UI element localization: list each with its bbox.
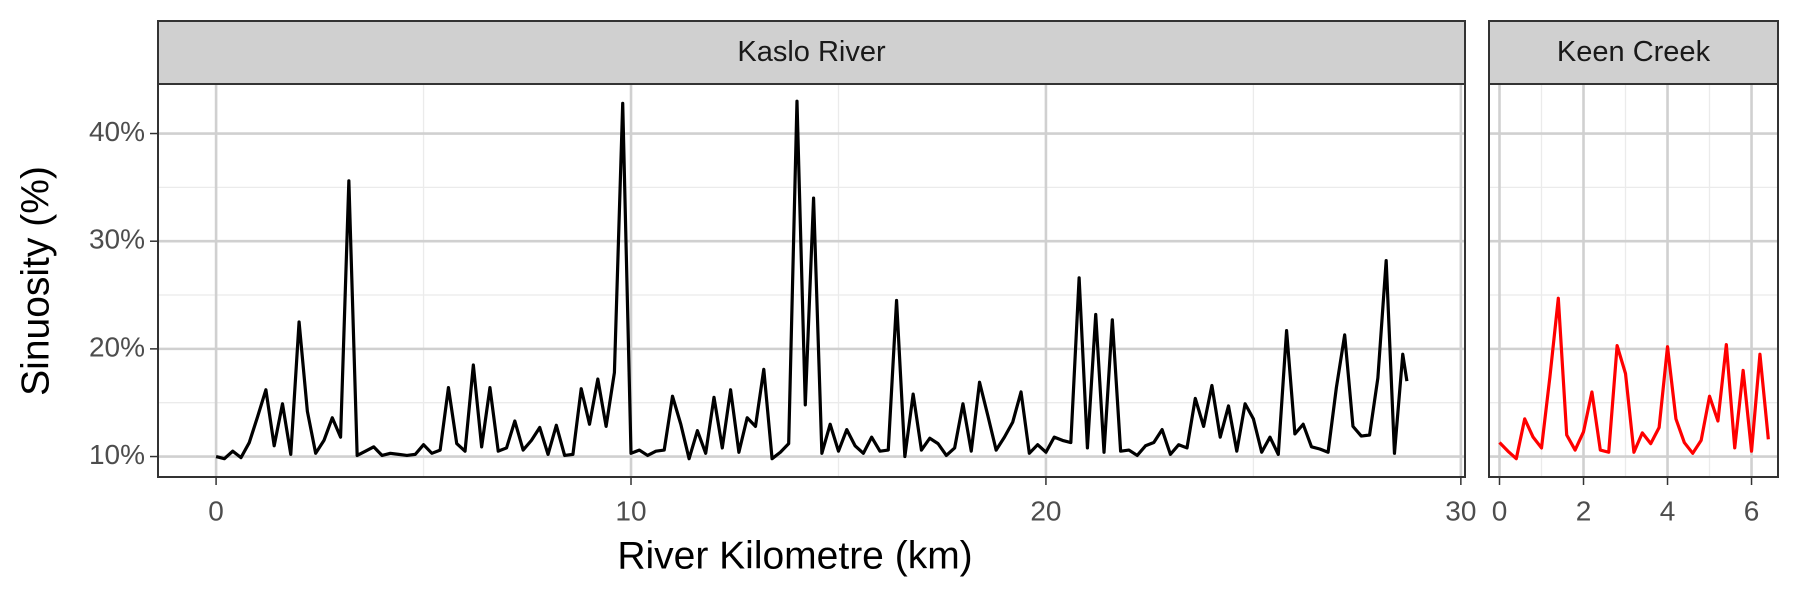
- x-tick-label: 0: [1492, 495, 1508, 526]
- x-tick-label: 30: [1445, 495, 1476, 526]
- data-line: [215, 99, 1409, 461]
- x-axis-label: River Kilometre (km): [617, 534, 972, 577]
- strip-title: Keen Creek: [1557, 36, 1711, 68]
- y-tick-label: 20%: [89, 331, 145, 362]
- x-tick-label: 0: [208, 495, 224, 526]
- x-tick-label: 6: [1744, 495, 1760, 526]
- y-tick-label: 10%: [89, 439, 145, 470]
- panel-background: [1489, 84, 1778, 477]
- strip: [1488, 20, 1779, 85]
- x-tick-label: 10: [615, 495, 646, 526]
- y-axis-label: Sinuosity (%): [14, 166, 57, 396]
- x-tick-label: 20: [1030, 495, 1061, 526]
- x-tick-label: 2: [1576, 495, 1592, 526]
- y-tick-label: 30%: [89, 224, 145, 255]
- data-line: [1498, 296, 1770, 461]
- strip-title: Kaslo River: [737, 36, 886, 68]
- strip: [157, 20, 1466, 85]
- x-tick-label: 4: [1660, 495, 1676, 526]
- y-tick-label: 40%: [89, 116, 145, 147]
